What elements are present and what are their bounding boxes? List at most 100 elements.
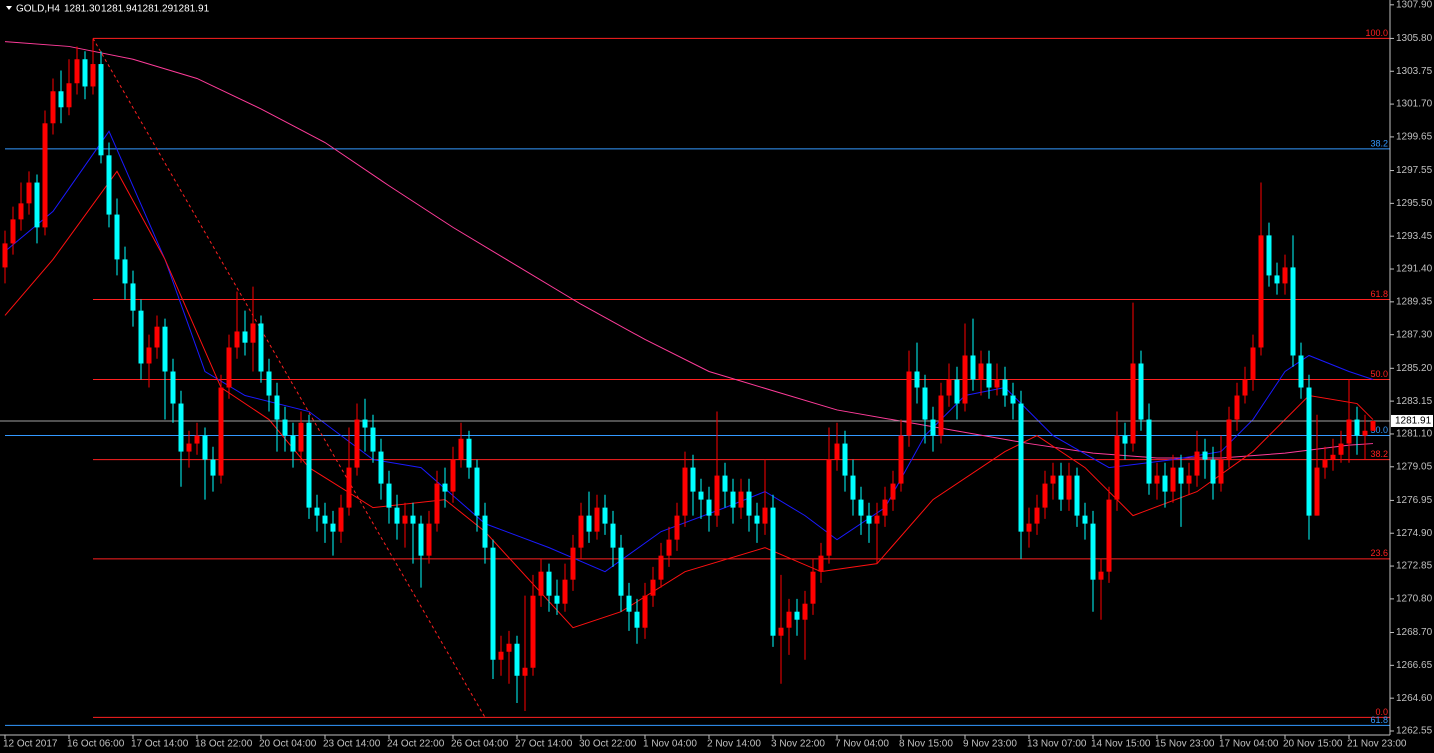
candle-body: [362, 419, 368, 428]
price-box: [1391, 414, 1433, 427]
candle-body: [1266, 235, 1272, 276]
y-tick-label: 1299.65: [1396, 132, 1433, 143]
candle-body: [146, 347, 152, 364]
candle-body: [874, 515, 880, 524]
candle-body: [154, 326, 160, 348]
candle-body: [90, 64, 96, 87]
candle-body: [346, 467, 352, 508]
y-tick-label: 1295.50: [1396, 198, 1433, 209]
candle-body: [1322, 459, 1328, 468]
candle-body: [266, 371, 272, 396]
candle-body: [690, 467, 696, 492]
fib-label: 61.8: [1370, 289, 1388, 299]
candle-body: [1114, 435, 1120, 500]
candle-body: [1202, 451, 1208, 460]
candle-body: [1306, 387, 1312, 516]
y-tick-label: 1262.55: [1396, 726, 1433, 737]
candle-body: [18, 203, 24, 220]
x-tick-label: 2 Nov 14:00: [707, 739, 761, 750]
menu-arrow[interactable]: [6, 6, 12, 10]
candle-body: [970, 355, 976, 380]
candle-body: [1338, 443, 1344, 455]
x-tick-label: 17 Oct 14:00: [131, 739, 189, 750]
candle-body: [42, 123, 48, 228]
candle-body: [610, 523, 616, 548]
x-tick-label: 24 Oct 22:00: [387, 739, 445, 750]
candle-body: [1066, 475, 1072, 500]
fib-label: 100.0: [1365, 28, 1388, 38]
candle-body: [1226, 419, 1232, 460]
candle-body: [426, 523, 432, 556]
candle-body: [1098, 571, 1104, 580]
candle-body: [178, 403, 184, 452]
close-price: 1281.91: [173, 4, 210, 15]
candle-body: [946, 379, 952, 396]
candle-body: [1370, 420, 1376, 431]
trendline: [92, 38, 486, 718]
x-tick-label: 17 Nov 04:00: [1219, 739, 1279, 750]
candle-body: [82, 59, 88, 87]
candle-body: [538, 571, 544, 596]
fib-label: 50.0: [1370, 425, 1388, 435]
y-tick-label: 1276.95: [1396, 495, 1433, 506]
candle-body: [1210, 459, 1216, 484]
candle-body: [1234, 395, 1240, 420]
candle-body: [754, 515, 760, 524]
candle-body: [706, 499, 712, 516]
candle-body: [1242, 379, 1248, 396]
candle-body: [962, 355, 968, 404]
candle-body: [554, 595, 560, 604]
candle-body: [522, 667, 528, 676]
candle-body: [74, 59, 80, 84]
candle-body: [770, 507, 776, 636]
candle-body: [794, 611, 800, 620]
candle-body: [394, 507, 400, 524]
candle-body: [98, 64, 104, 156]
candle-body: [818, 555, 824, 572]
candle-body: [1258, 235, 1264, 348]
candle-body: [282, 419, 288, 436]
candle-body: [978, 363, 984, 380]
candle-body: [1026, 523, 1032, 532]
candle-body: [1050, 475, 1056, 484]
fib-label: 50.0: [1370, 369, 1388, 379]
candle-body: [330, 523, 336, 532]
candle-body: [434, 483, 440, 524]
candle-body: [834, 443, 840, 460]
y-tick-label: 1307.90: [1396, 0, 1433, 10]
candle-body: [578, 515, 584, 548]
y-tick-label: 1272.85: [1396, 561, 1433, 572]
x-tick-label: 18 Oct 22:00: [195, 739, 253, 750]
x-tick-label: 12 Oct 2017: [3, 739, 58, 750]
candle-body: [402, 515, 408, 524]
fib-label: 23.6: [1370, 548, 1388, 558]
candle-body: [1002, 379, 1008, 396]
candle-body: [1250, 347, 1256, 380]
candle-body: [1298, 355, 1304, 388]
candle-body: [634, 611, 640, 628]
candle-body: [1154, 475, 1160, 484]
candle-body: [458, 438, 464, 460]
candle-body: [1058, 475, 1064, 500]
candle-body: [1018, 403, 1024, 532]
candle-body: [914, 371, 920, 388]
candle-body: [210, 459, 216, 476]
candle-body: [850, 475, 856, 500]
x-tick-label: 9 Nov 23:00: [963, 739, 1017, 750]
x-tick-label: 15 Nov 23:00: [1155, 739, 1215, 750]
candle-body: [378, 451, 384, 484]
candle-body: [586, 515, 592, 532]
candle-body: [1282, 267, 1288, 284]
y-tick-label: 1283.15: [1396, 396, 1433, 407]
candle-body: [186, 443, 192, 452]
candle-body: [50, 91, 56, 124]
candle-body: [250, 323, 256, 343]
candle-body: [618, 547, 624, 596]
candle-body: [10, 219, 16, 244]
candle-body: [642, 595, 648, 628]
y-tick-label: 1279.05: [1396, 461, 1433, 472]
x-tick-label: 30 Oct 22:00: [579, 739, 637, 750]
y-tick-label: 1268.70: [1396, 627, 1433, 638]
